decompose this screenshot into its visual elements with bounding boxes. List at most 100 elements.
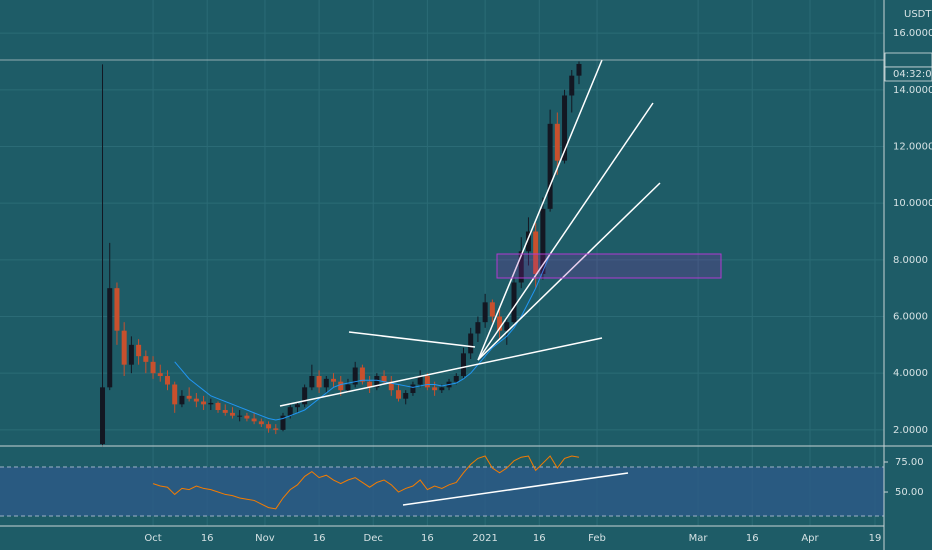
candle-body [201,401,207,405]
x-tick-label: 16 [201,533,214,544]
x-tick-label: Apr [801,533,819,544]
candle-body [323,378,329,388]
candle-body [193,398,199,402]
candle-body [403,393,409,399]
candle-body [497,316,503,331]
candle-body [114,288,120,331]
candle-body [417,376,423,385]
rsi-line [152,455,580,510]
candle-body [172,384,178,405]
candle-body [280,415,286,430]
candle-body [533,231,539,275]
candle-body [331,378,337,382]
candle-body [107,288,113,388]
plot [100,61,582,510]
candle-body [569,75,575,96]
candle-body [468,333,474,354]
x-tick-label: 16 [313,533,326,544]
candle-body [518,251,524,283]
candle-body [432,387,438,391]
candle-body [345,384,351,391]
x-tick-label: Nov [255,533,275,544]
trend-line [348,331,476,348]
candle-body [460,353,466,377]
zone-rectangle [496,253,722,279]
candle-body [251,418,257,422]
candle-body [128,344,134,365]
trend-line [279,337,603,407]
candle-body [540,208,546,275]
candle-body [179,395,185,405]
y-tick-label: 2.0000 [893,425,928,436]
timer-tag [884,66,932,82]
candle-body [576,63,582,76]
y-tick-label: 8.0000 [893,255,928,266]
drawings [279,59,661,506]
x-tick-label: 16 [421,533,434,544]
candle-body [489,302,495,317]
candle-body [208,402,214,405]
candle-body [229,412,235,416]
candle-body [136,344,142,357]
candle-body [367,381,373,388]
candle-body [186,395,192,399]
grid [0,0,884,526]
candle-body [237,415,243,417]
candle-body [309,376,315,388]
x-tick-label: 16 [746,533,759,544]
candle-body [525,231,531,252]
candle-body [424,376,430,388]
candle-body [273,428,279,430]
candle-body [352,367,358,385]
x-tick-label: Dec [364,533,383,544]
candle-body [396,390,402,399]
candle-body [359,367,365,382]
y-tick-label: 10.0000 [893,198,932,209]
candle-body [121,330,127,365]
candle-body [410,384,416,394]
candle-body [302,387,308,405]
candle-body [547,123,553,209]
price-tag [884,52,932,68]
x-tick-label: Feb [588,533,606,544]
candle-body [215,402,221,411]
candle-body [287,407,293,416]
candle-body [294,404,300,408]
candle-body [453,376,459,382]
candle-body [511,282,517,323]
candle-body [381,376,387,382]
unit-label: USDT [904,9,932,20]
y-tick-label: 6.0000 [893,312,928,323]
candle-body [100,387,106,445]
x-tick-label: 19 [869,533,882,544]
rsi-band [0,467,884,516]
y-tick-label: 16.0000 [893,28,932,39]
y-tick-label: 75.00 [895,457,924,468]
candle-body [150,361,156,374]
candle-body [258,421,264,425]
candle-body [374,376,380,388]
trend-line [402,472,629,506]
y-tick-label: 50.00 [895,487,924,498]
y-tick-label: 12.0000 [893,141,932,152]
candle-body [244,415,250,419]
moving-average [174,253,551,421]
fan-line [477,102,654,361]
x-tick-label: Mar [689,533,709,544]
candle-body [504,322,510,331]
y-tick-label: 4.0000 [893,368,928,379]
candle-body [439,387,445,391]
candle-body [164,376,170,385]
candle-body [266,424,272,429]
fan-line [477,182,661,361]
candle-body [554,123,560,161]
candle-body [475,322,481,334]
x-tick-label: 16 [533,533,546,544]
candle-body [222,410,228,413]
fan-line [477,59,603,361]
candle-body [562,95,568,161]
candle-body [482,302,488,323]
candle-body [388,381,394,391]
